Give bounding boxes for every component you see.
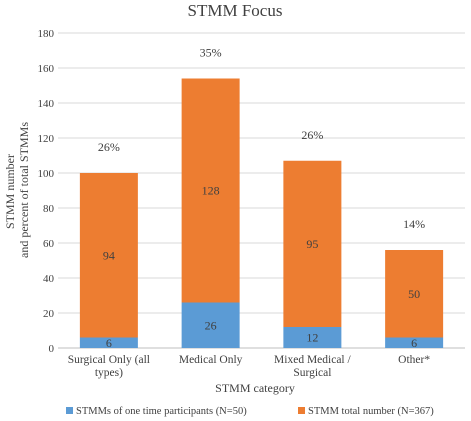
bar-segment-total (283, 160, 342, 327)
category-label: types) (95, 367, 123, 379)
y-tick-label: 20 (43, 308, 55, 320)
bar-segment-total (181, 78, 240, 303)
data-label: 128 (202, 184, 220, 198)
y-tick-labels: 0 20 40 60 80 100 120 140 160 180 (38, 28, 55, 355)
bar-segment-one-time (181, 302, 240, 348)
y-tick-label: 80 (43, 203, 55, 215)
legend-label: STMM total number (N=367) (308, 406, 434, 417)
y-axis-title-line-2: and percent of total STMMs (17, 122, 31, 258)
x-axis-title: STMM category (215, 381, 295, 395)
y-tick-label: 140 (38, 98, 55, 110)
percent-label: 26% (98, 140, 120, 154)
y-tick-label: 180 (38, 28, 55, 40)
data-label: 12 (306, 331, 318, 345)
percent-label: 35% (200, 46, 222, 60)
legend-label: STMMs of one time participants (N=50) (76, 406, 247, 417)
bar-segment-one-time (385, 337, 444, 348)
bar-segment-total (79, 173, 138, 338)
y-tick-label: 0 (49, 343, 55, 355)
y-tick-label: 160 (38, 63, 55, 75)
bar-segment-total (385, 250, 444, 338)
category-label: Surgical Only (all (68, 354, 150, 366)
y-tick-label: 40 (43, 273, 55, 285)
y-tick-label: 60 (43, 238, 55, 250)
bar-segment-one-time (283, 327, 342, 348)
y-axis-title: STMM number and percent of total STMMs (3, 122, 31, 258)
chart-title: STMM Focus (188, 1, 283, 20)
y-axis-title-line-1: STMM number (3, 154, 17, 229)
category-label: Mixed Medical / (274, 354, 351, 366)
category-label: Surgical (293, 367, 331, 379)
data-label: 6 (411, 336, 417, 350)
percent-label: 26% (301, 128, 323, 142)
y-tick-label: 100 (38, 168, 55, 180)
legend-swatch (66, 407, 73, 414)
data-label: 26 (205, 318, 217, 332)
legend-swatch (298, 407, 305, 414)
data-label: 94 (103, 248, 115, 262)
percent-label: 14% (403, 217, 425, 231)
category-label: Medical Only (179, 354, 243, 366)
bar-segment-one-time (79, 337, 138, 348)
category-label: Other* (398, 354, 430, 366)
y-tick-label: 120 (38, 133, 55, 145)
data-label: 6 (106, 336, 112, 350)
data-labels: 6 94 26% 26 128 35% 12 95 26% 6 50 14% (98, 46, 425, 350)
bars (79, 78, 444, 348)
legend: STMMs of one time participants (N=50) STM… (66, 406, 434, 417)
data-label: 50 (408, 287, 420, 301)
data-label: 95 (306, 237, 318, 251)
